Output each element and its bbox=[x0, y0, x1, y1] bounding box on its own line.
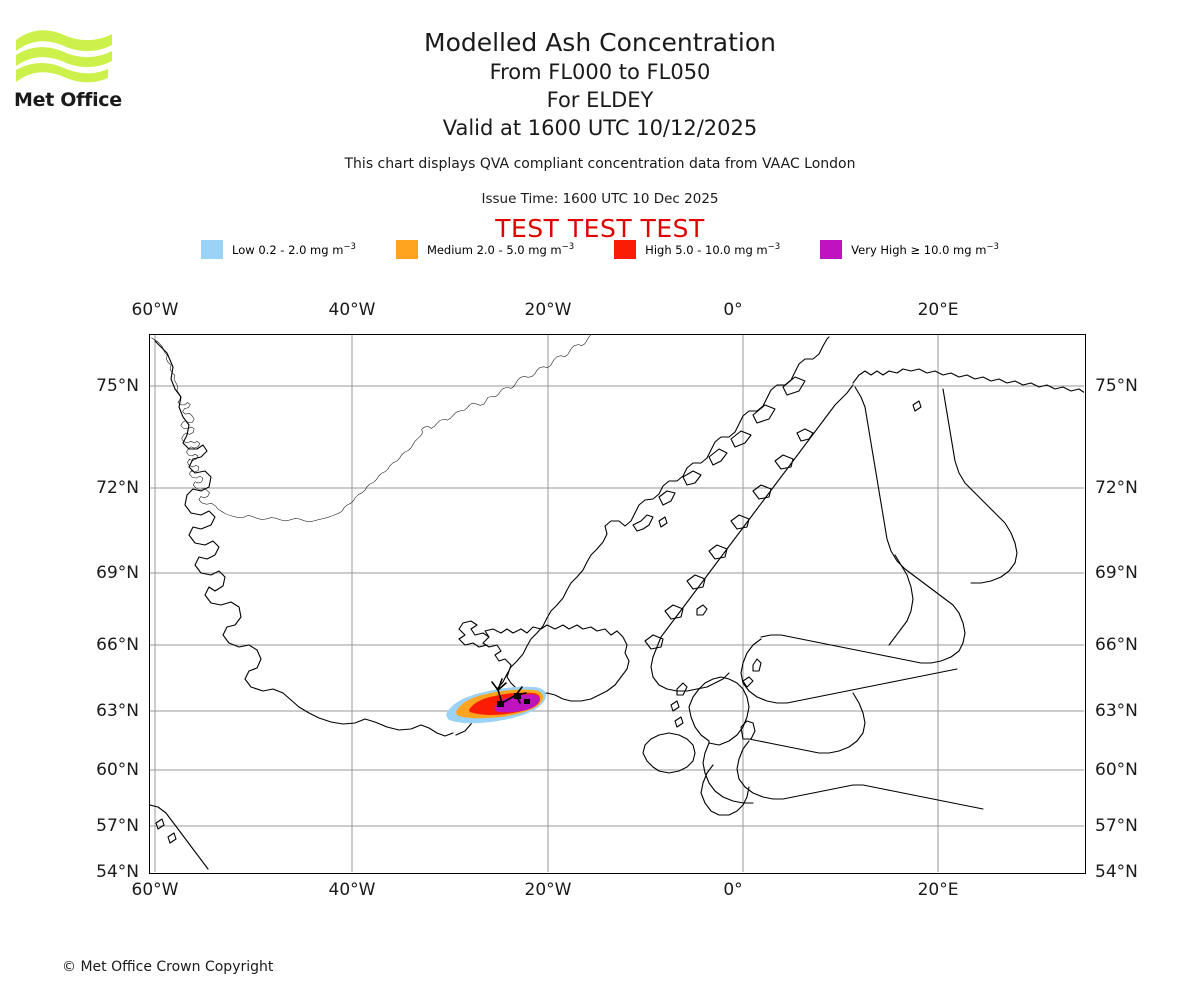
greenland-fjords bbox=[632, 376, 806, 532]
coastlines bbox=[150, 335, 1084, 870]
legend-label-very-high: Very High ≥ 10.0 mg m−3 bbox=[851, 242, 999, 257]
faroe-islands bbox=[696, 604, 708, 616]
volcano-source-marker bbox=[491, 678, 530, 707]
lat-tick-right-69: 69°N bbox=[1095, 563, 1138, 583]
jan-mayen-island bbox=[658, 516, 668, 528]
canada-east-coast bbox=[150, 804, 209, 870]
norway-fjord-detail bbox=[644, 428, 814, 650]
chart-note: This chart displays QVA compliant concen… bbox=[344, 156, 856, 172]
flight-level-range: From FL000 to FL050 bbox=[489, 60, 711, 84]
map-canvas bbox=[150, 335, 1084, 872]
legend-swatch-very-high bbox=[820, 240, 843, 259]
greenland-west-coast bbox=[154, 340, 454, 737]
lat-tick-right-66: 66°N bbox=[1095, 635, 1138, 655]
legend-item-medium: Medium 2.0 - 5.0 mg m−3 bbox=[395, 240, 575, 259]
legend-item-low: Low 0.2 - 2.0 mg m−3 bbox=[201, 240, 356, 259]
lon-tick-top-1: 40°W bbox=[328, 300, 376, 320]
scandinavia-coastline bbox=[852, 368, 1084, 393]
lon-tick-top-3: 0° bbox=[723, 300, 743, 320]
iceland-coastline bbox=[482, 624, 630, 702]
shetland-orkney-islands bbox=[742, 658, 762, 688]
sweden-finland-outline bbox=[760, 386, 966, 664]
lon-tick-bottom-4: 20°E bbox=[917, 880, 959, 900]
lon-tick-top-2: 20°W bbox=[524, 300, 572, 320]
denmark-peninsula bbox=[700, 764, 750, 816]
issue-time: Issue Time: 1600 UTC 10 Dec 2025 bbox=[481, 191, 719, 207]
great-britain-coastline bbox=[702, 742, 754, 804]
valid-time: Valid at 1600 UTC 10/12/2025 bbox=[442, 116, 758, 140]
greenland-east-coast bbox=[455, 336, 830, 736]
finland-border bbox=[942, 388, 1018, 584]
volcano-name: For ELDEY bbox=[546, 88, 654, 112]
lat-tick-right-75: 75°N bbox=[1095, 376, 1138, 396]
legend-label-medium: Medium 2.0 - 5.0 mg m−3 bbox=[426, 242, 575, 257]
lat-tick-left-57: 57°N bbox=[96, 816, 139, 836]
met-office-logo-text: Met Office bbox=[14, 89, 122, 111]
baltic-states bbox=[748, 692, 866, 754]
iceland-northwest-fjords bbox=[458, 620, 490, 648]
scotland-coastline bbox=[688, 676, 750, 746]
lat-tick-left-69: 69°N bbox=[96, 563, 139, 583]
lat-tick-left-54: 54°N bbox=[96, 862, 139, 882]
lat-tick-left-75: 75°N bbox=[96, 376, 139, 396]
legend-swatch-low bbox=[201, 240, 224, 259]
legend-item-very-high: Very High ≥ 10.0 mg m−3 bbox=[820, 240, 999, 259]
denmark-germany-poland bbox=[736, 740, 984, 810]
norway-west-coast bbox=[650, 384, 854, 692]
gotland-island bbox=[740, 720, 756, 740]
bothnia-coast bbox=[888, 554, 914, 646]
lat-tick-left-63: 63°N bbox=[96, 701, 139, 721]
ireland-coastline bbox=[642, 732, 696, 774]
ash-concentration-map[interactable] bbox=[149, 334, 1086, 874]
lon-tick-bottom-2: 20°W bbox=[524, 880, 572, 900]
plume-layer-very-high bbox=[494, 694, 540, 713]
labrador-specks bbox=[155, 818, 177, 844]
legend-swatch-medium bbox=[395, 240, 418, 259]
ash-plume-contours bbox=[446, 686, 546, 724]
page-title: Modelled Ash Concentration bbox=[424, 28, 776, 57]
baltic-coast bbox=[740, 638, 958, 704]
legend-item-high: High 5.0 - 10.0 mg m−3 bbox=[614, 240, 780, 259]
greenland-coastline bbox=[151, 335, 591, 523]
map-gridlines bbox=[150, 335, 1084, 872]
met-office-wave-icon bbox=[16, 30, 112, 83]
met-office-logo: Met Office bbox=[14, 26, 124, 116]
legend-label-low: Low 0.2 - 2.0 mg m−3 bbox=[232, 242, 356, 257]
chart-title-block: Modelled Ash Concentration From FL000 to… bbox=[0, 28, 1200, 142]
lon-tick-bottom-3: 0° bbox=[723, 880, 743, 900]
lat-tick-right-63: 63°N bbox=[1095, 701, 1138, 721]
lon-tick-top-0: 60°W bbox=[131, 300, 179, 320]
hebrides-islands bbox=[670, 682, 688, 728]
test-banner: TEST TEST TEST bbox=[495, 214, 705, 243]
arctic-islet bbox=[912, 400, 922, 412]
lat-tick-left-72: 72°N bbox=[96, 478, 139, 498]
lat-tick-left-66: 66°N bbox=[96, 635, 139, 655]
concentration-legend: Low 0.2 - 2.0 mg m−3 Medium 2.0 - 5.0 mg… bbox=[0, 240, 1200, 259]
lat-tick-right-57: 57°N bbox=[1095, 816, 1138, 836]
copyright-notice: © Met Office Crown Copyright bbox=[62, 959, 274, 975]
lon-tick-top-4: 20°E bbox=[917, 300, 959, 320]
lat-tick-right-72: 72°N bbox=[1095, 478, 1138, 498]
lat-tick-right-54: 54°N bbox=[1095, 862, 1138, 882]
lon-tick-bottom-1: 40°W bbox=[328, 880, 376, 900]
lon-tick-bottom-0: 60°W bbox=[131, 880, 179, 900]
legend-swatch-high bbox=[614, 240, 637, 259]
lat-tick-right-60: 60°N bbox=[1095, 760, 1138, 780]
lat-tick-left-60: 60°N bbox=[96, 760, 139, 780]
legend-label-high: High 5.0 - 10.0 mg m−3 bbox=[645, 242, 781, 257]
